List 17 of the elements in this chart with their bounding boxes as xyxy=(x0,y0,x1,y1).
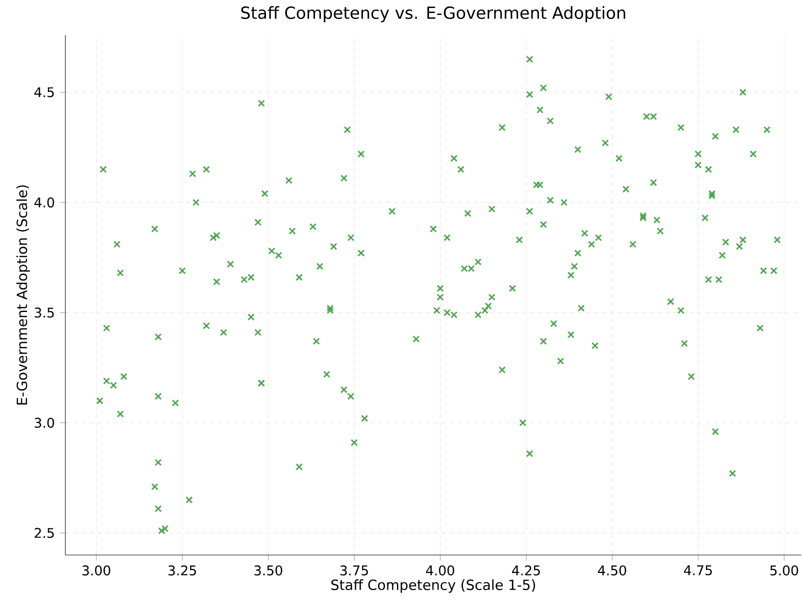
x-tick-label: 5.00 xyxy=(770,565,798,576)
x-tick-label: 4.25 xyxy=(512,565,540,576)
y-tick-label: 2.5 xyxy=(34,528,54,538)
x-tick-label: 3.50 xyxy=(254,565,282,576)
y-axis-title: E-Government Adoption (Scale) xyxy=(16,185,30,404)
y-tick-label: 4.5 xyxy=(34,87,54,98)
x-tick-label: 3.25 xyxy=(168,565,196,576)
x-tick-label: 3.00 xyxy=(82,565,110,576)
chart-title: Staff Competency vs. E-Government Adoption xyxy=(241,6,626,22)
y-tick-label: 3.0 xyxy=(34,418,54,428)
x-axis-title: Staff Competency (Scale 1-5) xyxy=(331,579,536,593)
x-tick-label: 4.75 xyxy=(684,565,712,576)
x-tick-label: 4.50 xyxy=(598,565,626,576)
y-tick-label: 4.0 xyxy=(34,197,54,208)
y-tick-label: 3.5 xyxy=(34,308,54,318)
x-tick-label: 3.75 xyxy=(340,565,368,576)
x-tick-label: 4.00 xyxy=(426,565,454,576)
